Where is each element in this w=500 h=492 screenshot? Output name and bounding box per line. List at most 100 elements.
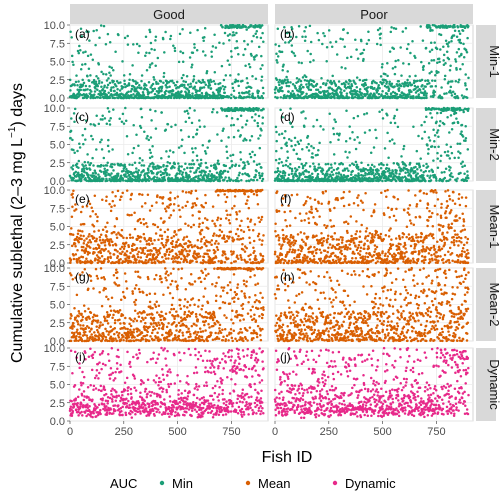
data-point [141,90,145,94]
data-point [428,50,432,53]
data-point [166,235,169,239]
data-point [166,86,169,89]
data-point [450,128,454,131]
data-point [167,155,171,158]
data-point [188,163,191,166]
data-point [360,223,363,227]
data-point [442,53,446,57]
data-point [395,108,399,112]
data-point [226,156,229,160]
data-point [181,171,185,174]
data-point [283,26,286,29]
data-point [242,95,246,99]
data-point [295,193,299,196]
data-point [88,39,91,42]
data-point [209,164,213,168]
data-point [399,46,402,49]
data-point [386,131,389,135]
data-point [120,245,124,249]
data-point [285,225,289,228]
data-point [254,96,257,100]
data-point [106,144,110,148]
data-point [75,162,79,166]
data-point [420,78,424,82]
data-point [299,87,303,90]
data-point [329,92,332,96]
data-point [355,230,359,233]
data-point [109,116,112,120]
data-point [428,24,431,27]
data-point [155,89,159,93]
data-point [361,51,364,55]
data-point [151,261,154,265]
data-point [254,173,257,177]
data-point [351,92,354,96]
data-point [364,83,368,87]
data-point [339,257,342,260]
data-point [205,69,209,73]
data-point [416,168,419,171]
data-point [210,80,213,84]
data-point [378,110,381,114]
data-point [299,79,303,83]
data-point [448,169,451,172]
data-point [430,145,434,148]
data-point [228,166,232,170]
data-point [109,74,112,77]
data-point [153,165,157,169]
data-point [286,94,289,98]
data-point [344,150,347,154]
data-point [450,151,454,155]
data-point [179,228,182,231]
data-point [368,172,371,176]
data-point [81,83,85,87]
data-point [303,78,307,82]
data-point [159,80,163,83]
data-point [146,225,149,229]
data-point [284,163,288,167]
data-point [70,244,74,248]
data-point [419,169,423,172]
data-point [192,223,196,227]
data-point [439,119,442,123]
data-point [98,36,101,40]
data-point [86,153,89,156]
data-point [181,28,184,31]
data-point [82,81,86,85]
data-point [106,161,109,165]
data-point [245,138,248,142]
data-point [94,87,97,90]
data-point [261,122,264,125]
data-point [132,93,135,96]
data-point [191,150,195,154]
data-point [278,243,281,246]
data-point [312,85,315,89]
data-point [190,121,194,125]
data-point [184,162,187,166]
data-point [251,189,254,193]
data-point [157,238,160,242]
data-point [258,176,262,180]
data-point [351,169,354,173]
data-point [436,166,440,169]
data-point [284,218,287,222]
data-point [358,253,362,257]
data-point [149,252,152,255]
data-point [198,125,202,129]
data-point [322,236,326,240]
data-point [167,206,170,209]
data-point [237,91,241,95]
data-point [408,93,411,96]
data-point [291,82,295,86]
data-point [101,228,105,232]
data-point [74,253,78,256]
data-point [432,159,435,162]
data-point [371,96,374,100]
data-point [282,63,285,66]
data-point [355,220,358,223]
data-point [163,230,167,234]
data-point [282,261,286,265]
data-point [380,93,383,96]
data-point [443,176,447,180]
data-point [371,168,375,172]
